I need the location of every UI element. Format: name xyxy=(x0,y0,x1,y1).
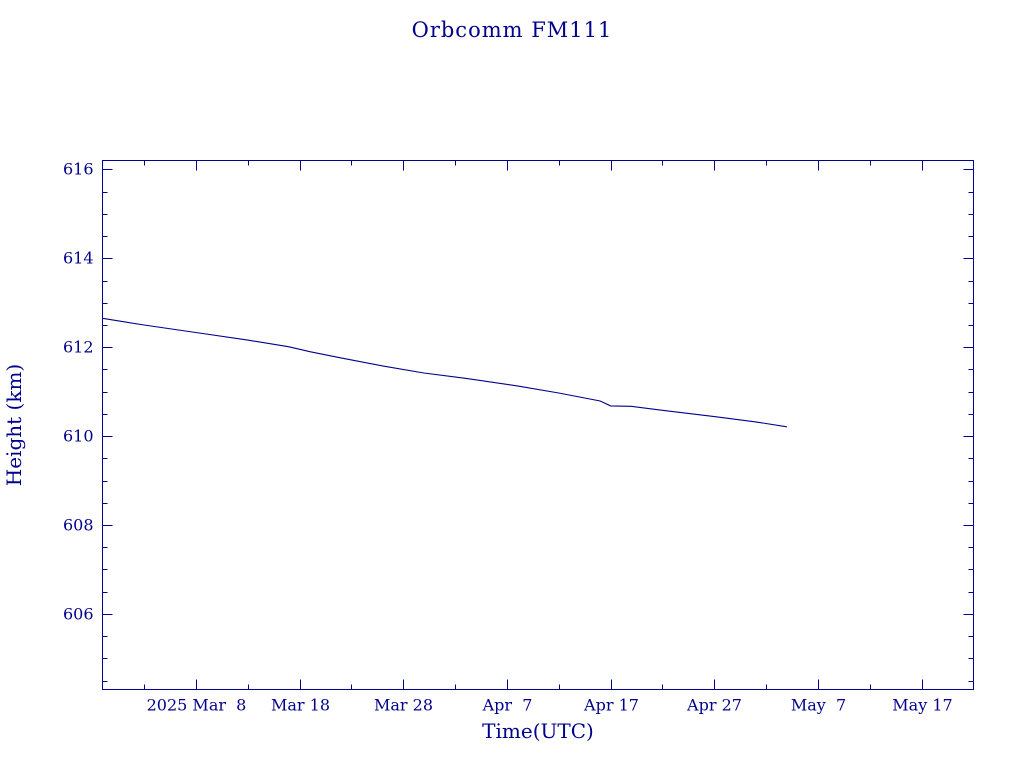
x-tick-label: Mar 28 xyxy=(374,696,433,715)
chart-title: Orbcomm FM111 xyxy=(412,18,613,42)
y-tick-label: 616 xyxy=(63,160,94,179)
y-tick-label: 610 xyxy=(63,427,94,446)
y-tick-label: 608 xyxy=(63,516,94,535)
y-tick-label: 606 xyxy=(63,605,94,624)
x-tick-label: Apr 17 xyxy=(583,696,639,715)
y-axis-title: Height (km) xyxy=(2,364,26,486)
x-tick-label: Apr 7 xyxy=(482,696,533,715)
y-tick-label: 612 xyxy=(63,338,94,357)
x-tick-label: Mar 18 xyxy=(271,696,330,715)
series-line xyxy=(102,317,787,428)
x-tick-label: May 7 xyxy=(791,696,846,715)
series-layer xyxy=(102,317,787,428)
y-axis: 606 608 610 612 614 616 xyxy=(63,160,974,682)
x-axis-title: Time(UTC) xyxy=(482,719,594,743)
x-tick-label: May 17 xyxy=(892,696,952,715)
x-tick-label: 2025 Mar 8 xyxy=(147,696,247,715)
x-tick-label: Apr 27 xyxy=(686,696,742,715)
y-tick-label: 614 xyxy=(63,249,94,268)
x-axis: 2025 Mar 8 Mar 18 Mar 28 Apr 7 Apr 17 Apr 27 M… xyxy=(144,160,953,715)
plot-frame xyxy=(102,160,974,690)
